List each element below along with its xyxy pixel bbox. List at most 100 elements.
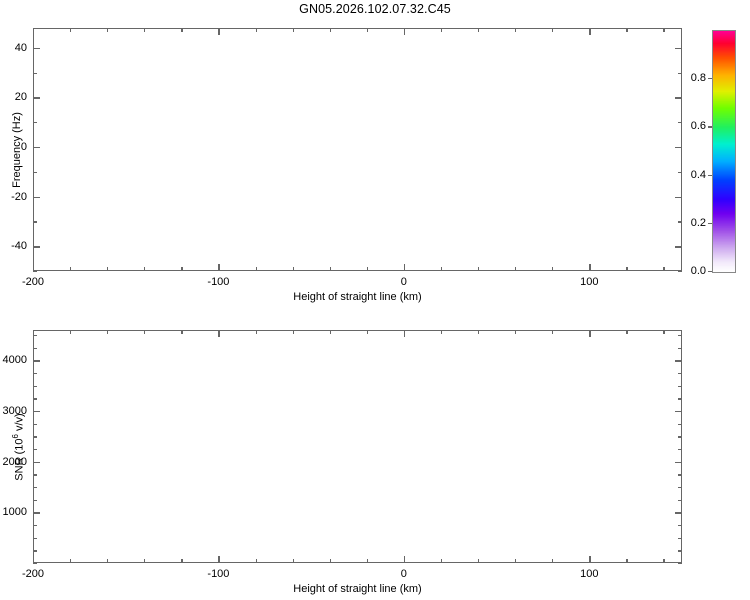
minor-tick xyxy=(33,499,37,501)
minor-tick xyxy=(626,330,628,334)
minor-tick xyxy=(678,373,682,375)
snr-y-axis-label: SNR (106 v/v) xyxy=(11,412,26,481)
major-tick xyxy=(33,411,40,413)
minor-tick xyxy=(678,487,682,489)
major-tick xyxy=(218,264,220,271)
y-tick-label: 2000 xyxy=(2,455,27,468)
major-tick xyxy=(33,97,40,99)
major-tick xyxy=(589,330,591,337)
minor-tick xyxy=(107,330,109,334)
minor-tick xyxy=(626,28,628,32)
minor-tick xyxy=(552,330,554,334)
minor-tick xyxy=(626,267,628,271)
major-tick xyxy=(33,330,35,337)
minor-tick xyxy=(678,171,682,173)
major-tick xyxy=(218,28,220,35)
minor-tick xyxy=(33,563,37,565)
minor-tick xyxy=(478,28,480,32)
minor-tick xyxy=(33,335,37,337)
minor-tick xyxy=(329,28,331,32)
colorbar-tick-label: 0.2 xyxy=(690,216,706,229)
colorbar-tick-label: 0.0 xyxy=(690,265,706,277)
major-tick xyxy=(403,28,406,35)
minor-tick xyxy=(366,330,368,334)
major-tick xyxy=(589,556,591,563)
x-tick-label: 100 xyxy=(580,568,599,580)
major-tick xyxy=(675,411,682,413)
minor-tick xyxy=(33,423,37,425)
minor-tick xyxy=(33,221,37,223)
minor-tick xyxy=(33,398,37,400)
minor-tick xyxy=(33,436,37,438)
minor-tick xyxy=(33,122,37,124)
minor-tick xyxy=(678,423,682,425)
minor-tick xyxy=(70,28,72,32)
minor-tick xyxy=(144,330,146,334)
major-tick xyxy=(675,47,682,50)
major-tick xyxy=(33,28,35,35)
major-tick xyxy=(33,47,40,50)
figure-title: GN05.2026.102.07.32.C45 xyxy=(299,2,451,16)
minor-tick xyxy=(33,72,37,74)
minor-tick xyxy=(181,267,183,271)
y-tick-label: 0 xyxy=(20,141,27,154)
minor-tick xyxy=(678,398,682,400)
major-tick xyxy=(675,360,682,362)
minor-tick xyxy=(107,559,109,563)
major-tick xyxy=(33,461,40,464)
minor-tick xyxy=(329,559,331,563)
minor-tick xyxy=(552,267,554,271)
y-tick-label: 20 xyxy=(14,91,27,104)
minor-tick xyxy=(515,267,517,271)
minor-tick xyxy=(255,28,257,32)
x-tick-label: -200 xyxy=(21,276,45,288)
minor-tick xyxy=(33,385,37,387)
minor-tick xyxy=(33,474,37,476)
minor-tick xyxy=(107,28,109,32)
minor-tick xyxy=(70,559,72,563)
colorbar-tick xyxy=(708,126,712,128)
minor-tick xyxy=(255,330,257,334)
major-tick xyxy=(33,512,40,514)
minor-tick xyxy=(255,267,257,271)
minor-tick xyxy=(552,559,554,563)
y-tick-label: 4000 xyxy=(2,354,27,367)
minor-tick xyxy=(329,267,331,271)
major-tick xyxy=(33,264,35,271)
minor-tick xyxy=(366,267,368,271)
y-tick-label: 40 xyxy=(14,41,27,54)
minor-tick xyxy=(440,267,443,271)
spectrogram-x-axis-label: Height of straight line (km) xyxy=(293,291,422,303)
minor-tick xyxy=(626,559,628,563)
minor-tick xyxy=(292,28,294,32)
minor-tick xyxy=(478,559,480,563)
y-tick-label: -40 xyxy=(11,240,27,253)
minor-tick xyxy=(292,330,294,334)
snr-x-axis-label: Height of straight line (km) xyxy=(293,583,422,595)
minor-tick xyxy=(107,267,109,271)
minor-tick xyxy=(144,28,146,32)
minor-tick xyxy=(678,563,682,565)
major-tick xyxy=(403,556,406,563)
minor-tick xyxy=(678,449,682,451)
minor-tick xyxy=(478,267,480,271)
major-tick xyxy=(675,512,682,514)
minor-tick xyxy=(292,559,294,563)
minor-tick xyxy=(70,267,72,271)
minor-tick xyxy=(70,330,72,334)
minor-tick xyxy=(181,28,183,32)
major-tick xyxy=(675,196,682,198)
minor-tick xyxy=(181,330,183,334)
major-tick xyxy=(675,97,682,99)
colorbar-tick-label: 0.6 xyxy=(690,120,706,133)
minor-tick xyxy=(33,373,37,375)
colorbar-tick xyxy=(708,78,712,80)
spectrogram-y-axis-label: Frequency (Hz) xyxy=(11,111,23,188)
minor-tick xyxy=(33,525,37,527)
minor-tick xyxy=(440,28,443,32)
minor-tick xyxy=(552,28,554,32)
minor-tick xyxy=(678,347,682,349)
colorbar-gradient xyxy=(712,30,736,273)
minor-tick xyxy=(440,330,443,334)
